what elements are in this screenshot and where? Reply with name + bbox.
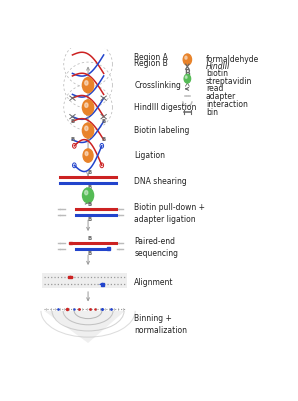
Circle shape: [184, 74, 191, 83]
Text: Ligation: Ligation: [134, 151, 165, 160]
Circle shape: [83, 78, 94, 93]
Text: B: B: [87, 217, 91, 222]
Text: bin: bin: [206, 107, 218, 117]
Circle shape: [183, 54, 192, 65]
Bar: [69, 275, 72, 278]
Circle shape: [83, 123, 94, 138]
Circle shape: [85, 152, 88, 156]
Text: HindIII digestion: HindIII digestion: [134, 103, 197, 112]
Circle shape: [83, 100, 94, 115]
Text: formaldehyde: formaldehyde: [206, 55, 259, 64]
Circle shape: [85, 81, 88, 85]
Text: B: B: [70, 137, 74, 142]
Text: DNA shearing: DNA shearing: [134, 177, 187, 186]
Text: B: B: [102, 119, 106, 124]
Text: Binning +
normalization: Binning + normalization: [134, 314, 187, 335]
Text: Region B: Region B: [134, 59, 168, 68]
Text: Biotin pull-down +
adapter ligation: Biotin pull-down + adapter ligation: [134, 203, 205, 224]
Text: B: B: [184, 69, 190, 78]
Text: streptavidin: streptavidin: [206, 77, 252, 86]
Text: B: B: [87, 185, 91, 190]
Text: biotin: biotin: [206, 69, 228, 78]
Bar: [107, 247, 110, 250]
Circle shape: [85, 190, 88, 195]
Circle shape: [85, 126, 88, 131]
Text: Alignment: Alignment: [134, 278, 174, 287]
Text: read: read: [206, 84, 223, 93]
Circle shape: [85, 103, 88, 107]
Text: B: B: [87, 170, 91, 175]
Bar: [101, 283, 105, 286]
Circle shape: [185, 76, 187, 78]
Text: Region A: Region A: [134, 53, 168, 62]
Text: B: B: [87, 251, 91, 256]
Circle shape: [83, 149, 93, 162]
Text: HindIII: HindIII: [206, 62, 230, 71]
Text: Biotin labeling: Biotin labeling: [134, 126, 190, 135]
Circle shape: [83, 188, 94, 203]
Text: B: B: [87, 236, 91, 241]
Text: adapter: adapter: [206, 92, 236, 101]
FancyBboxPatch shape: [42, 273, 127, 288]
Bar: [69, 242, 72, 244]
Text: B: B: [87, 202, 91, 207]
Circle shape: [185, 56, 187, 59]
Text: interaction: interaction: [206, 100, 248, 109]
Polygon shape: [44, 311, 125, 343]
Text: B: B: [70, 119, 74, 124]
Text: Crosslinking: Crosslinking: [134, 81, 181, 90]
Text: Paired-end
sequencing: Paired-end sequencing: [134, 237, 178, 258]
Text: B: B: [102, 137, 106, 142]
